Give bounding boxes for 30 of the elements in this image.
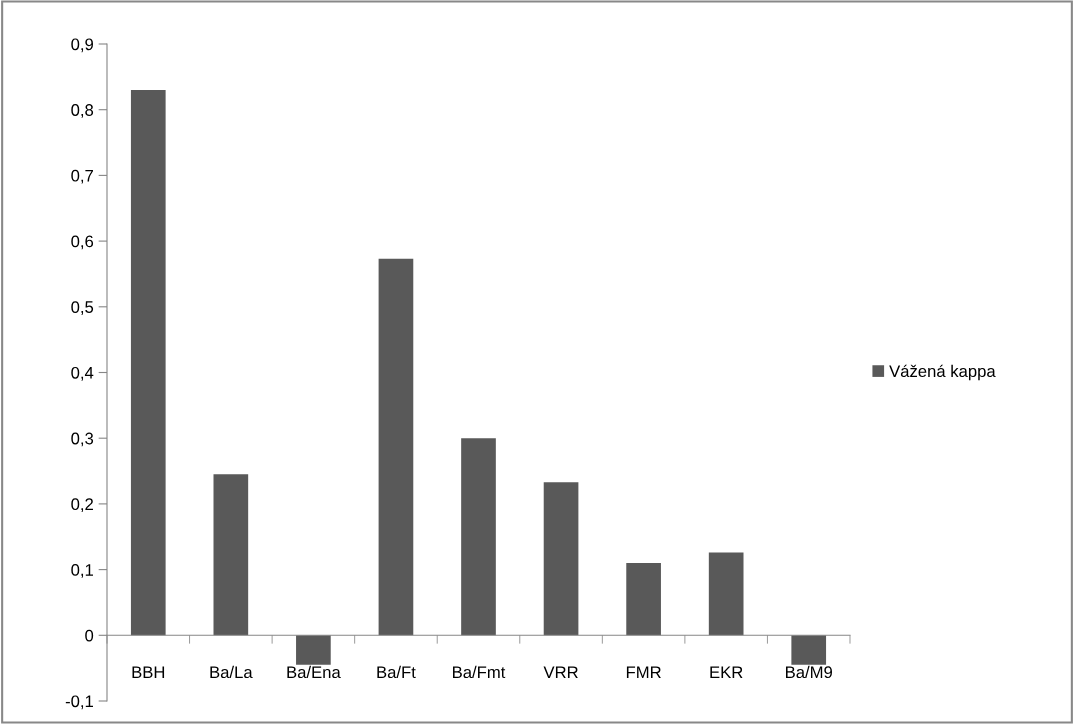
x-tick-label: Ba/M9 xyxy=(786,665,833,679)
bar xyxy=(626,563,661,636)
bar xyxy=(461,438,496,636)
legend-label: Vážená kappa xyxy=(889,364,996,381)
y-tick-label: 0,1 xyxy=(71,564,93,578)
x-tick-label: Ba/La xyxy=(210,665,253,679)
y-tick-label: 0,6 xyxy=(71,235,94,250)
bar xyxy=(213,474,249,636)
y-tick-label: 0 xyxy=(85,629,94,642)
y-tick-label: 0,7 xyxy=(71,169,93,184)
y-tick-label: 0,2 xyxy=(71,498,93,513)
x-tick-label: Ba/Fmt xyxy=(453,665,506,679)
bar xyxy=(791,635,827,665)
bar xyxy=(296,635,331,665)
bar xyxy=(378,258,414,636)
y-tick-label: 0,3 xyxy=(71,432,94,447)
y-tick-label: 0,9 xyxy=(71,38,94,53)
x-tick-label: Ba/Ft xyxy=(377,665,416,679)
x-tick-label: FMR xyxy=(626,666,661,678)
y-tick-label: 0,8 xyxy=(71,104,94,118)
x-tick-label: Ba/Ena xyxy=(287,665,341,679)
x-tick-label: BBH xyxy=(132,666,165,678)
bar xyxy=(543,482,579,636)
x-tick-label: EKR xyxy=(710,666,743,678)
bar xyxy=(130,89,166,636)
x-tick-label: VRR xyxy=(543,666,578,678)
y-tick-label: 0,5 xyxy=(71,301,94,315)
y-tick-label: -0,1 xyxy=(65,695,93,710)
bar xyxy=(708,552,744,636)
y-tick-label: 0,4 xyxy=(71,366,94,381)
